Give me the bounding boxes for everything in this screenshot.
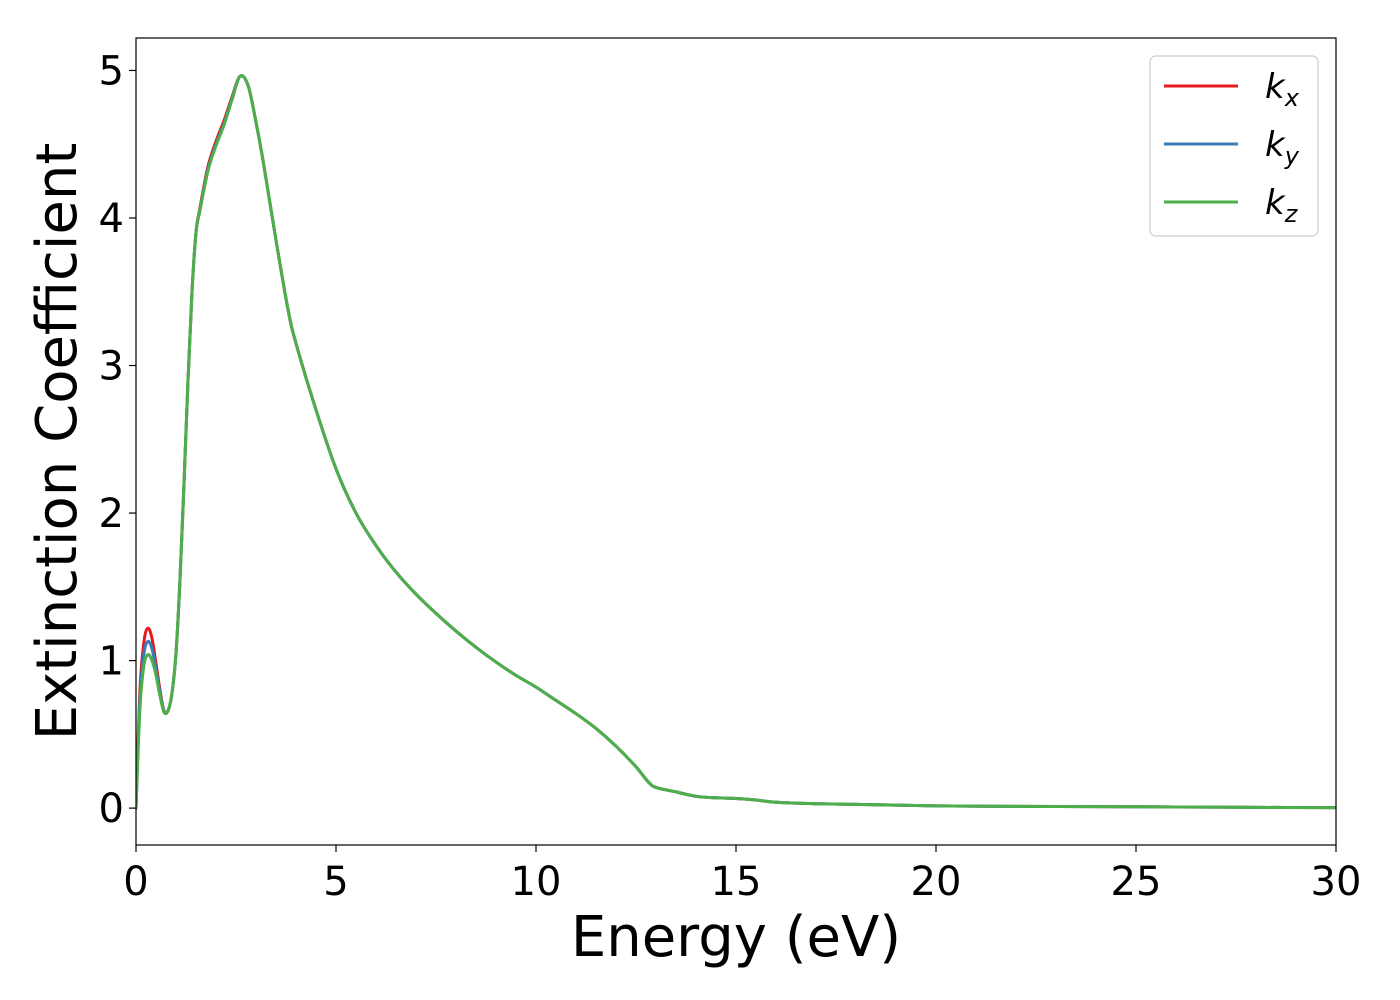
x-tick-label: 5 [323,859,348,905]
legend: kx ky kz [1149,55,1319,237]
legend-label-z: kz [1265,183,1299,228]
x-tick-label: 20 [911,859,962,905]
series-lines [136,74,1336,810]
y-tick-label: 0 [99,786,124,832]
y-axis-ticks: 0 1 2 3 4 5 [99,48,136,832]
x-tick-label: 10 [511,859,562,905]
y-tick-label: 5 [99,48,124,94]
legend-label-x: kx [1265,67,1300,112]
x-axis-ticks: 0 5 10 15 20 25 30 [123,845,1361,905]
x-tick-label: 30 [1311,859,1362,905]
x-tick-label: 15 [711,859,762,905]
legend-label-y: ky [1265,125,1300,170]
y-tick-label: 3 [99,344,124,390]
x-axis-title: Energy (eV) [571,905,901,970]
x-tick-label: 25 [1111,859,1162,905]
y-tick-label: 1 [99,639,124,685]
series-line-z [136,74,1336,810]
y-tick-label: 2 [99,491,124,537]
y-axis-title: Extinction Coefficient [25,143,90,741]
legend-box [1149,55,1319,237]
y-tick-label: 4 [99,196,124,242]
x-tick-label: 0 [123,859,148,905]
